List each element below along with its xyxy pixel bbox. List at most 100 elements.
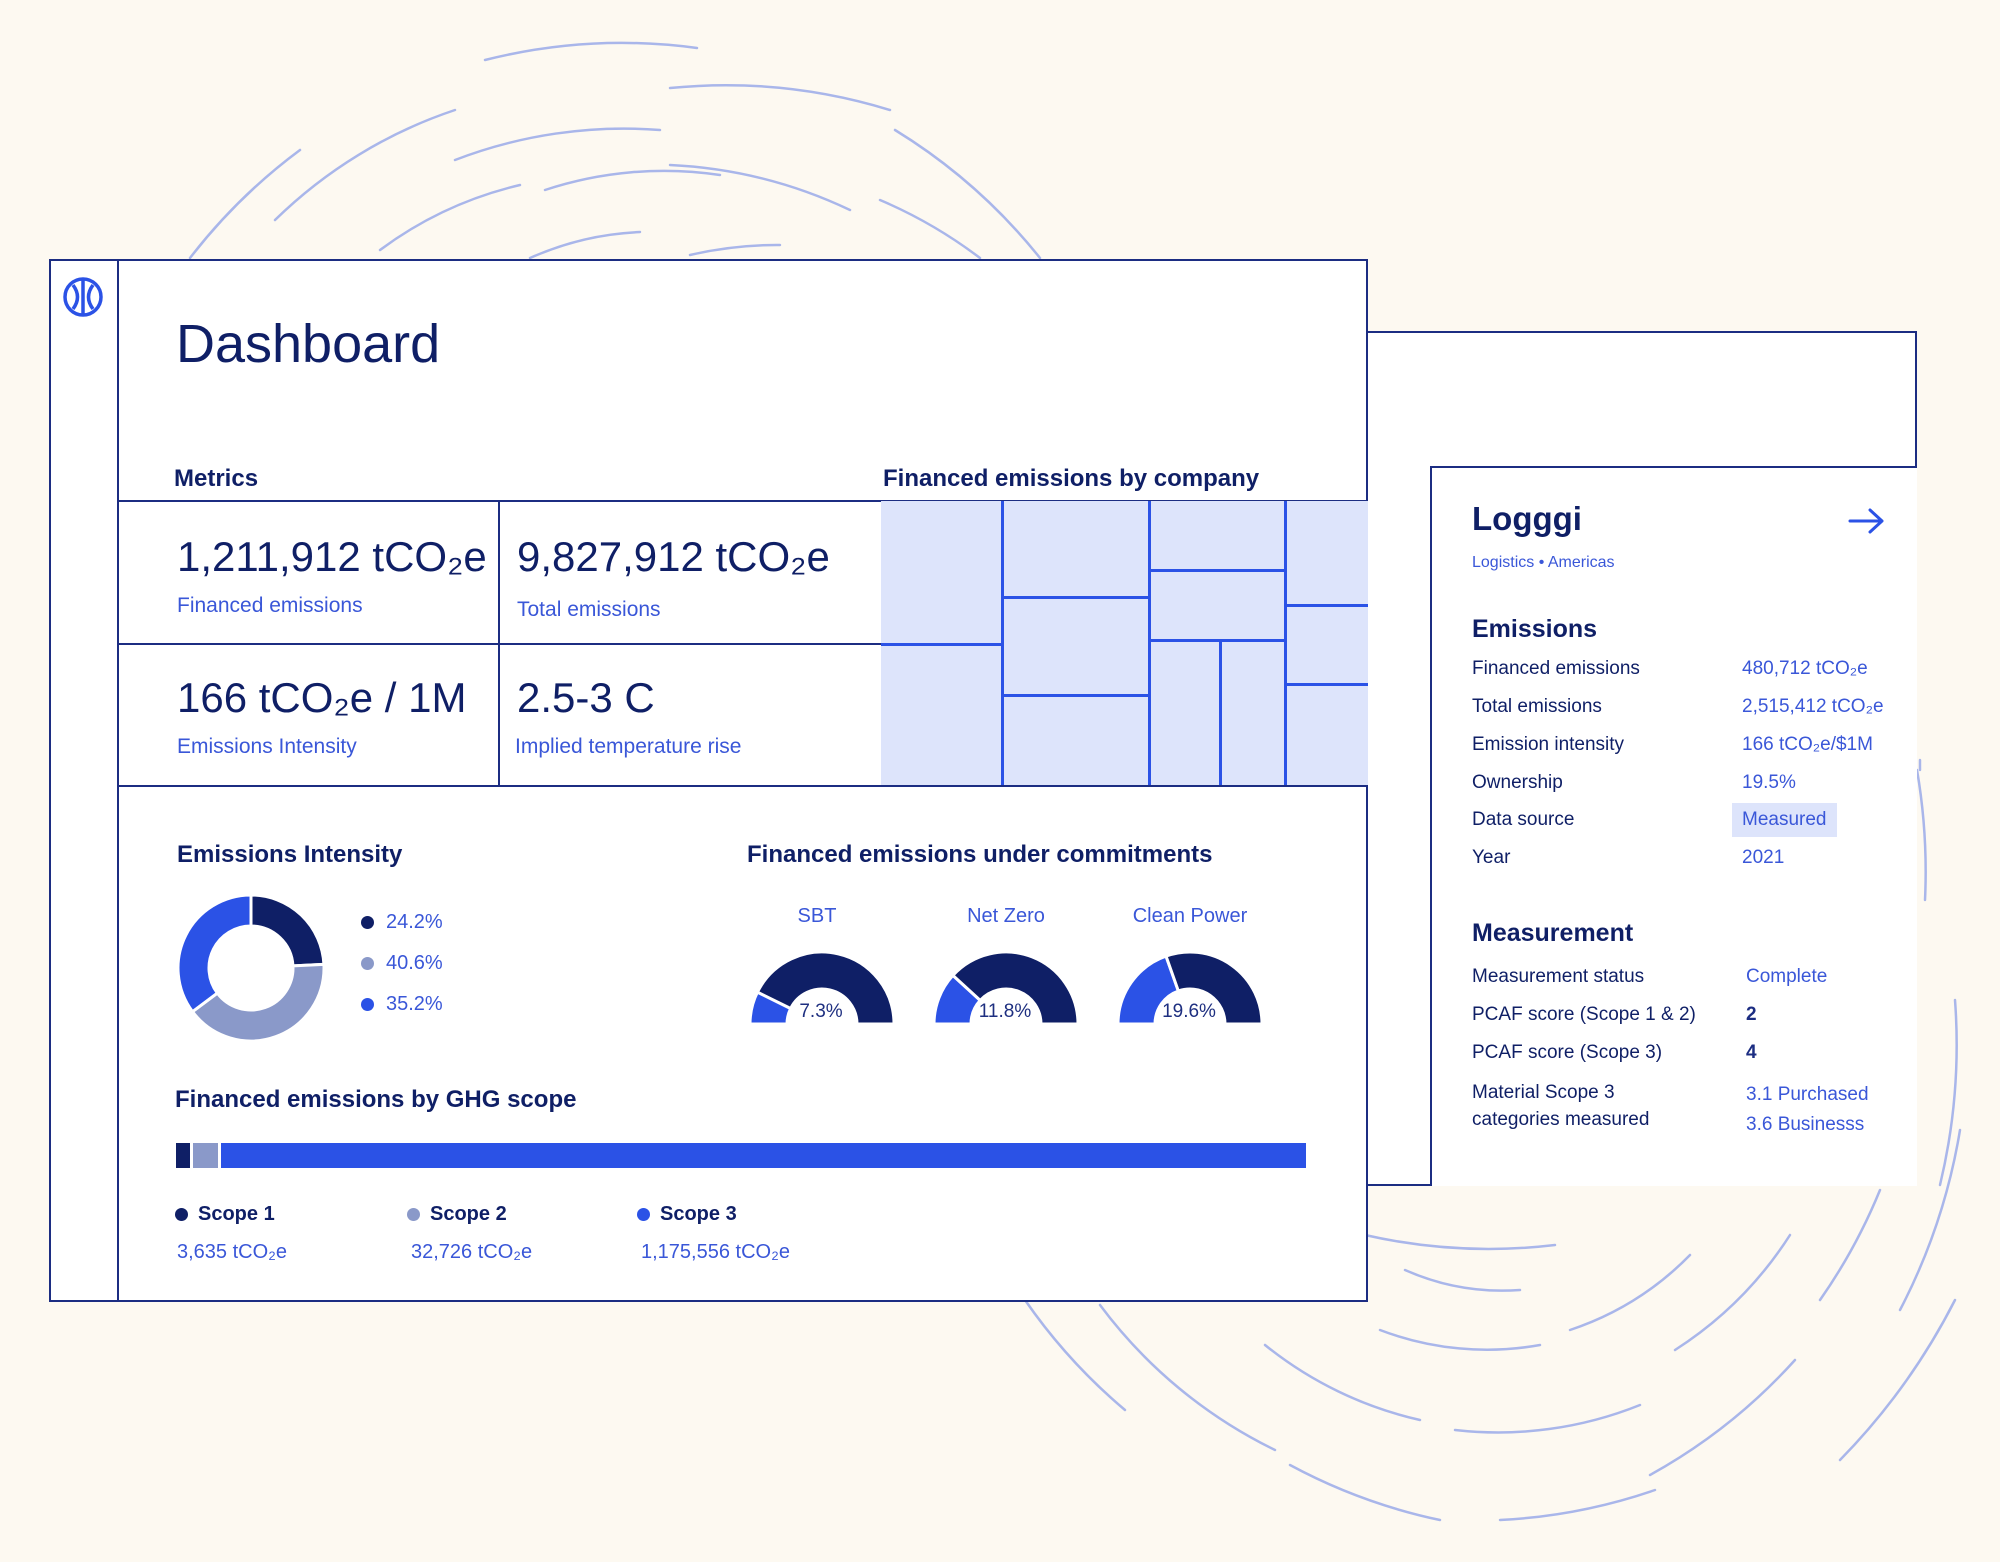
metric-label: Total emissions <box>517 598 661 621</box>
scope-value: 1,175,556 tCO₂e <box>641 1241 790 1263</box>
treemap-cell-border <box>1148 569 1284 572</box>
gauge-value: 11.8% <box>978 1001 1032 1022</box>
company-subtitle: Logistics • Americas <box>1472 554 1615 571</box>
metric-value: 9,827,912 tCO₂e <box>517 533 830 580</box>
legend-dot <box>361 957 374 970</box>
measurement-section-title: Measurement <box>1472 919 1634 947</box>
metric-label: Emissions Intensity <box>177 735 357 758</box>
treemap-cell-border <box>1148 639 1284 642</box>
data-source-badge: Measured <box>1732 803 1837 837</box>
donut-slice <box>190 962 326 1043</box>
divider <box>119 785 1368 787</box>
emissions-section-title: Emissions <box>1472 615 1598 643</box>
donut-slice <box>176 893 253 1014</box>
treemap-cell-border <box>1001 596 1148 599</box>
legend-dot <box>175 1208 188 1221</box>
field-label: categories measured <box>1472 1109 1650 1130</box>
field-label: Measurement status <box>1472 966 1645 987</box>
ghg-scope-bar <box>176 1143 1306 1168</box>
treemap-title: Financed emissions by company <box>883 465 1260 492</box>
badge-text: Measured <box>1732 803 1837 837</box>
treemap-cell-border <box>1284 683 1368 686</box>
treemap-cell-border <box>1284 501 1287 785</box>
field-label: Data source <box>1472 809 1575 830</box>
scope-value: 32,726 tCO₂e <box>411 1241 533 1263</box>
field-label: Emission intensity <box>1472 734 1625 755</box>
treemap-cell-border <box>1219 639 1222 785</box>
field-value: 4 <box>1746 1042 1757 1063</box>
metrics-title: Metrics <box>174 465 259 492</box>
legend-item: 24.2% <box>361 911 443 934</box>
scope-legend-1: Scope 1 <box>175 1203 275 1226</box>
field-label: Total emissions <box>1472 696 1602 717</box>
field-value: 2,515,412 tCO₂e <box>1742 696 1884 717</box>
field-value: 480,712 tCO₂e <box>1742 658 1868 679</box>
metric-value: 1,211,912 tCO₂e <box>177 533 487 580</box>
field-value: Complete <box>1746 966 1828 987</box>
gauge-remainder <box>1164 950 1264 1026</box>
treemap-cell-border <box>1148 501 1151 785</box>
legend-item: 35.2% <box>361 993 443 1016</box>
field-label: Ownership <box>1472 772 1563 793</box>
metric-value: 2.5-3 C <box>517 674 655 721</box>
divider <box>119 643 881 645</box>
gauge-value: 7.3% <box>799 1001 843 1022</box>
treemap-cell-border <box>1001 501 1004 785</box>
treemap-cell-border <box>881 643 1001 646</box>
donut-slice <box>249 893 326 968</box>
treemap-cell-border <box>1001 694 1148 697</box>
gauge-label-net-zero: Net Zero <box>967 905 1045 927</box>
gauge-label-sbt: SBT <box>797 905 837 927</box>
metric-label: Financed emissions <box>177 594 363 617</box>
field-label: PCAF score (Scope 3) <box>1472 1042 1663 1063</box>
intensity-donut-chart <box>176 893 326 1043</box>
ghg-bar-segment <box>221 1143 1306 1168</box>
divider <box>498 500 500 787</box>
arrow-right-icon[interactable] <box>1847 506 1887 536</box>
commitments-title: Financed emissions under commitments <box>747 841 1213 868</box>
legend-label: 24.2% <box>386 911 443 933</box>
net-zero-gauge <box>932 950 1080 1026</box>
field-value: 2 <box>1746 1004 1757 1025</box>
globe-icon[interactable] <box>61 275 105 319</box>
metric-value: 166 tCO₂e / 1M <box>177 674 467 721</box>
field-value: 166 tCO₂e/$1M <box>1742 734 1873 755</box>
clean-power-gauge <box>1116 950 1264 1026</box>
field-value: 19.5% <box>1742 772 1796 793</box>
scope-label: Scope 2 <box>430 1203 507 1225</box>
field-value: 3.1 Purchased <box>1746 1084 1869 1105</box>
dashboard-card: Dashboard Metrics Financed emissions by … <box>49 259 1368 1302</box>
sbt-gauge <box>748 950 896 1026</box>
company-treemap[interactable] <box>881 501 1368 785</box>
intensity-title: Emissions Intensity <box>177 841 403 868</box>
gauge-remainder <box>950 950 1080 1026</box>
field-label: PCAF score (Scope 1 & 2) <box>1472 1004 1696 1025</box>
gauge-value: 19.6% <box>1162 1001 1216 1022</box>
field-label: Financed emissions <box>1472 658 1640 679</box>
divider <box>119 500 1368 502</box>
legend-label: 35.2% <box>386 993 443 1015</box>
field-label: Year <box>1472 847 1511 868</box>
company-detail-panel: Logggi Logistics • Americas Emissions Fi… <box>1430 466 1917 1186</box>
ghg-bar-segment <box>193 1143 218 1168</box>
legend-dot <box>361 916 374 929</box>
ghg-title: Financed emissions by GHG scope <box>175 1086 577 1113</box>
legend-dot <box>361 998 374 1011</box>
scope-label: Scope 3 <box>660 1203 737 1225</box>
page-title: Dashboard <box>176 314 441 374</box>
gauge-label-clean-power: Clean Power <box>1132 905 1248 927</box>
ghg-bar-segment <box>176 1143 190 1168</box>
legend-item: 40.6% <box>361 952 443 975</box>
gauge-remainder <box>755 950 896 1026</box>
field-value: 3.6 Businesss <box>1746 1114 1865 1135</box>
legend-label: 40.6% <box>386 952 443 974</box>
scope-label: Scope 1 <box>198 1203 275 1225</box>
sidebar-rail <box>51 261 119 1300</box>
metric-label: Implied temperature rise <box>515 735 742 758</box>
field-label: Material Scope 3 <box>1472 1082 1615 1103</box>
scope-legend-2: Scope 2 <box>407 1203 507 1226</box>
legend-dot <box>637 1208 650 1221</box>
company-name: Logggi <box>1472 500 1582 537</box>
treemap-cell-border <box>1284 604 1368 607</box>
